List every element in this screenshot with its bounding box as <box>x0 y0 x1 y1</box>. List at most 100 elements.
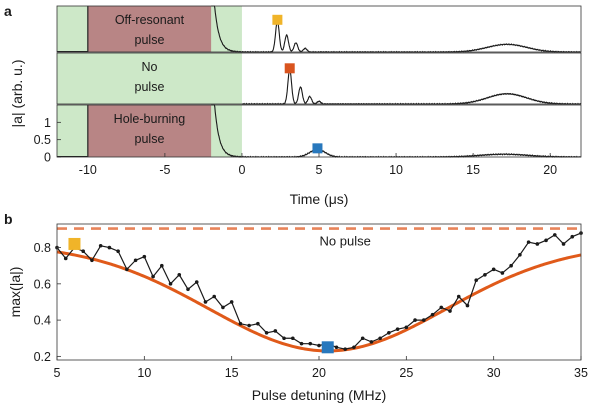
measured-point <box>177 272 182 277</box>
b-y-tick-label: 0.4 <box>34 314 51 328</box>
measured-point <box>90 258 94 263</box>
measured-point <box>63 256 68 261</box>
green-window-no-pulse <box>57 53 242 104</box>
measured-point <box>456 294 461 299</box>
off-resonant-label-line2: pulse <box>135 33 165 47</box>
pulse-box-labels: Off-resonant pulse No pulse Hole-burning… <box>114 13 186 146</box>
b-x-tick-label: 30 <box>487 366 501 380</box>
measured-point <box>291 336 295 341</box>
panel-a-y-axis-label: |a| (arb. u.) <box>9 60 25 128</box>
trace-hole-burning <box>211 104 581 158</box>
measured-point <box>448 309 452 313</box>
panel-a-label: a <box>4 3 12 19</box>
measured-point <box>238 321 243 326</box>
measured-point <box>491 267 496 272</box>
pulse-box-off-resonant <box>87 6 212 52</box>
no-pulse-label-line1: No <box>141 60 157 74</box>
b-x-tick-label: 15 <box>225 366 239 380</box>
measured-point <box>500 271 505 275</box>
measured-point <box>308 341 313 346</box>
off-resonant-label-line1: Off-resonant <box>115 13 185 27</box>
measured-point <box>282 336 286 341</box>
measured-series <box>55 231 583 351</box>
a-x-tick-label: 15 <box>466 163 480 177</box>
measured-point <box>352 345 356 350</box>
measured-point <box>273 329 278 333</box>
b-x-tick-label: 25 <box>399 366 413 380</box>
pulse-box-hole-burning <box>87 105 212 157</box>
no-pulse-annotation: No pulse <box>320 234 371 249</box>
measured-point <box>247 323 251 328</box>
panel-a: Off-resonant pulse No pulse Hole-burning… <box>9 5 582 207</box>
measured-point <box>229 300 234 304</box>
echo-markers <box>272 14 323 154</box>
measured-point <box>553 233 557 237</box>
panel-a-x-ticks: -10 -5 0 5 10 15 20 <box>79 153 557 177</box>
detuning-markers <box>68 237 334 354</box>
panel-b-y-axis-label: max(|a|) <box>7 267 23 318</box>
marker-blue <box>321 341 334 354</box>
fit-curve <box>56 250 582 353</box>
b-y-tick-label: 0.2 <box>34 350 51 364</box>
panel-b-label: b <box>4 211 13 227</box>
measured-point <box>168 282 173 286</box>
measured-point <box>474 278 479 283</box>
measured-point <box>404 325 409 330</box>
measured-point <box>256 321 260 326</box>
a-y-tick-label: 0 <box>44 151 51 165</box>
measured-point <box>518 253 522 257</box>
panel-a-x-axis-label: Time (μs) <box>290 191 349 207</box>
measured-point <box>509 263 513 268</box>
measured-point <box>212 294 216 299</box>
a-x-tick-label: 20 <box>543 163 557 177</box>
measured-point <box>160 263 164 268</box>
measured-point <box>369 340 374 344</box>
a-y-tick-label: 1 <box>44 116 51 130</box>
hole-burning-label-line2: pulse <box>135 132 165 146</box>
hole-burning-label-line1: Hole-burning <box>114 112 186 126</box>
measured-point <box>194 280 199 284</box>
panel-b-y-ticks: 0.2 0.4 0.6 0.8 <box>34 241 61 364</box>
measured-point <box>264 331 269 335</box>
measured-point <box>465 303 470 308</box>
measured-point <box>186 287 190 292</box>
measured-point <box>81 249 85 253</box>
measured-point <box>570 234 575 239</box>
measured-point <box>535 242 540 246</box>
marker-off-resonant <box>272 14 283 25</box>
subpanel-frame-off-resonant <box>56 5 582 53</box>
b-y-tick-label: 0.6 <box>34 277 51 291</box>
b-x-tick-label: 35 <box>574 366 588 380</box>
a-x-tick-label: -5 <box>159 163 170 177</box>
measured-point <box>561 242 566 246</box>
trace-off-resonant <box>211 5 581 53</box>
b-x-tick-label: 5 <box>54 366 61 380</box>
b-y-tick-label: 0.8 <box>34 241 51 255</box>
measured-point <box>133 258 138 263</box>
measured-point <box>98 243 103 248</box>
measured-line <box>56 232 582 350</box>
b-x-tick-label: 10 <box>137 366 151 380</box>
measured-point <box>116 249 120 253</box>
measured-point <box>387 331 391 335</box>
measured-point <box>203 300 208 304</box>
marker-hole-burning <box>312 143 323 154</box>
panel-b: No pulse 5 10 15 20 25 30 35 0.2 0.4 0.6 0.8 Puls… <box>7 223 588 403</box>
measured-point <box>430 312 435 317</box>
subpanel-frame-no-pulse <box>56 52 582 105</box>
panel-b-x-ticks: 5 10 15 20 25 30 35 <box>54 356 588 380</box>
measured-point <box>395 327 400 331</box>
marker-no-pulse <box>284 63 295 74</box>
trace-no-pulse <box>241 68 582 105</box>
b-x-tick-label: 20 <box>312 366 326 380</box>
a-y-tick-label: 0.5 <box>34 133 51 147</box>
panel-a-y-ticks: 00.51 <box>34 116 61 165</box>
a-x-tick-label: 5 <box>316 163 323 177</box>
measured-point <box>125 267 129 272</box>
a-x-tick-label: 10 <box>389 163 403 177</box>
measured-point <box>413 318 417 322</box>
measured-point <box>526 240 531 244</box>
panel-b-x-axis-label: Pulse detuning (MHz) <box>252 387 387 403</box>
fit-line <box>56 250 582 353</box>
